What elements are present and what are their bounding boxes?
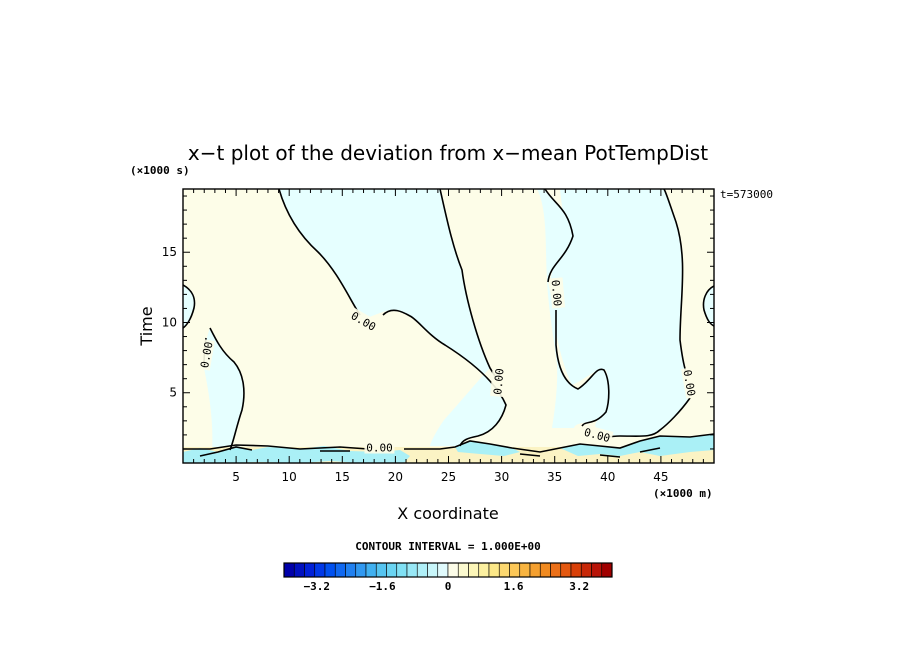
- contour-label-text: 0.00: [491, 368, 506, 396]
- contour-interval-label: CONTOUR INTERVAL = 1.000E+00: [355, 540, 540, 553]
- contour-label: 0.00: [364, 440, 395, 455]
- plot-area: [183, 189, 714, 463]
- colorbar-swatch: [457, 562, 469, 578]
- colorbar-tick-label: −3.2: [304, 580, 331, 593]
- colorbar-swatch: [570, 562, 582, 578]
- contour-label-bg: [347, 307, 381, 334]
- colorbar-tick-label: 3.2: [569, 580, 589, 593]
- negative-region: [537, 189, 609, 428]
- colorbar-swatch: [601, 562, 613, 578]
- y-axis-label: Time: [137, 306, 156, 346]
- colorbar-swatch: [539, 562, 551, 578]
- colorbar-swatch: [396, 562, 408, 578]
- colorbar-tick-label: −1.6: [369, 580, 396, 593]
- colorbar-swatch: [334, 562, 346, 578]
- contour-label-text: 0.00: [549, 279, 564, 307]
- contour-label-bg: [490, 365, 506, 397]
- contour-label-bg: [196, 338, 215, 371]
- contour-label-text: 0.00: [198, 341, 215, 369]
- contour-label: 0.00: [549, 277, 566, 309]
- x-axis-label: X coordinate: [397, 504, 498, 523]
- contour-label-bg: [581, 424, 614, 445]
- y-tick-label: 5: [169, 386, 177, 400]
- colorbar-swatch: [591, 562, 603, 578]
- colorbar-swatch: [488, 562, 500, 578]
- timestamp-label: t=573000: [720, 188, 773, 201]
- colorbar-swatch: [345, 562, 357, 578]
- contour-label: 0.00: [490, 365, 507, 397]
- contour-label-bg: [681, 366, 700, 399]
- x-tick-label: 35: [547, 470, 562, 484]
- x-tick-label: 15: [335, 470, 350, 484]
- chart-title: x−t plot of the deviation from x−mean Po…: [188, 141, 708, 165]
- negative-region: [204, 328, 244, 452]
- colorbar-swatch: [509, 562, 521, 578]
- colorbar-swatch: [427, 562, 439, 578]
- contour-label-text: 0.00: [366, 442, 393, 455]
- colorbar-swatch: [304, 562, 316, 578]
- boundary-layer-negative: [183, 446, 410, 463]
- x-tick-label: 40: [600, 470, 615, 484]
- axis-ticks: 5 10 15 20 25 30 35 40 45 5 10 15: [162, 189, 714, 484]
- contour-line: [663, 189, 687, 373]
- colorbar-swatch: [355, 562, 367, 578]
- colorbar-swatch: [580, 562, 592, 578]
- colorbar-swatch: [365, 562, 377, 578]
- contour-line: [382, 309, 507, 447]
- x-tick-label: 45: [653, 470, 668, 484]
- colorbar-swatch: [447, 562, 459, 578]
- x-tick-label: 10: [282, 470, 297, 484]
- contour-label: 0.00: [680, 366, 700, 399]
- colorbar-swatch: [529, 562, 541, 578]
- colorbar-swatch: [468, 562, 480, 578]
- negative-region: [183, 285, 195, 328]
- colorbar-tick-label: 1.6: [504, 580, 524, 593]
- x-tick-label: 20: [388, 470, 403, 484]
- colorbar-frame: [283, 562, 613, 578]
- colorbar-swatch: [406, 562, 418, 578]
- contour-line: [702, 285, 714, 327]
- colorbar-swatch: [478, 562, 490, 578]
- contour-line: [555, 310, 610, 427]
- contour-line: [404, 433, 714, 453]
- y-tick-label: 10: [162, 315, 177, 329]
- contour-line: [209, 327, 245, 451]
- contour-label-bg: [364, 440, 395, 454]
- colorbar-swatch: [560, 562, 572, 578]
- y-tick-label: 15: [162, 245, 177, 259]
- boundary-layer-negative: [455, 441, 520, 456]
- colorbar-swatch: [375, 562, 387, 578]
- colorbar: −3.2 −1.6 0 1.6 3.2: [283, 562, 613, 593]
- contour-label-text: 0.00: [680, 369, 697, 397]
- contour-label: 0.00: [196, 338, 216, 371]
- contour-line: [544, 189, 574, 283]
- colorbar-swatch: [498, 562, 510, 578]
- colorbar-swatch: [519, 562, 531, 578]
- contour-line: [199, 446, 661, 458]
- colorbar-swatch: [293, 562, 305, 578]
- contour-line: [183, 284, 196, 329]
- colorbar-swatch: [437, 562, 449, 578]
- colorbar-swatch: [283, 562, 295, 578]
- negative-region: [466, 189, 690, 437]
- colorbar-swatch: [550, 562, 562, 578]
- colorbar-swatch: [324, 562, 336, 578]
- x-unit-label: (×1000 m): [653, 487, 713, 500]
- y-unit-label: (×1000 s): [130, 164, 190, 177]
- x-tick-label: 25: [441, 470, 456, 484]
- negative-region: [279, 189, 506, 446]
- colorbar-swatch: [314, 562, 326, 578]
- colorbar-swatch: [416, 562, 428, 578]
- contour-line: [183, 444, 369, 450]
- x-tick-label: 30: [494, 470, 509, 484]
- contour-labels: 0.000.000.000.000.000.000.00: [196, 277, 700, 455]
- contour-label-bg: [549, 277, 566, 309]
- colorbar-tick-label: 0: [445, 580, 452, 593]
- colorbar-swatch: [386, 562, 398, 578]
- x-tick-label: 5: [232, 470, 240, 484]
- boundary-layer-negative: [560, 434, 714, 456]
- contour-line: [278, 189, 361, 316]
